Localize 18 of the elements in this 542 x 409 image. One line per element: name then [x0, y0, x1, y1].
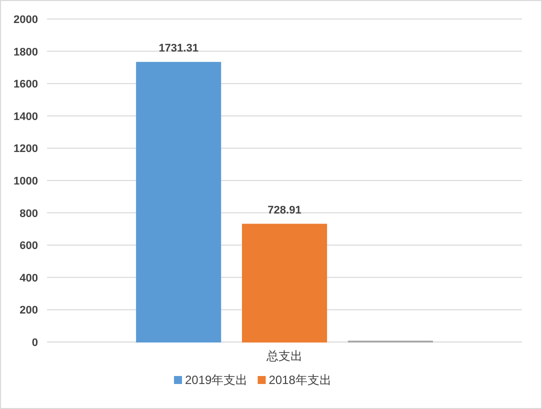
data-label: 728.91 — [268, 204, 302, 216]
y-tick-label: 1000 — [14, 176, 38, 188]
x-tick-label: 总支出 — [266, 349, 302, 363]
bar — [242, 224, 328, 342]
y-tick-label: 1800 — [14, 46, 38, 58]
y-tick-label: 0 — [32, 337, 38, 349]
y-tick-label: 2000 — [14, 14, 38, 26]
y-tick-label: 200 — [20, 304, 38, 317]
y-tick-label: 800 — [20, 208, 38, 220]
y-tick-label: 400 — [20, 272, 38, 284]
legend-label: 2018年支出 — [268, 373, 332, 387]
legend-label: 2019年支出 — [185, 373, 248, 387]
bar — [136, 62, 222, 342]
y-tick-label: 1400 — [14, 110, 38, 123]
y-tick-label: 1600 — [14, 78, 38, 91]
data-label: 1731.31 — [158, 42, 198, 54]
y-tick-label: 600 — [20, 240, 38, 252]
y-tick-label: 1200 — [14, 143, 38, 156]
